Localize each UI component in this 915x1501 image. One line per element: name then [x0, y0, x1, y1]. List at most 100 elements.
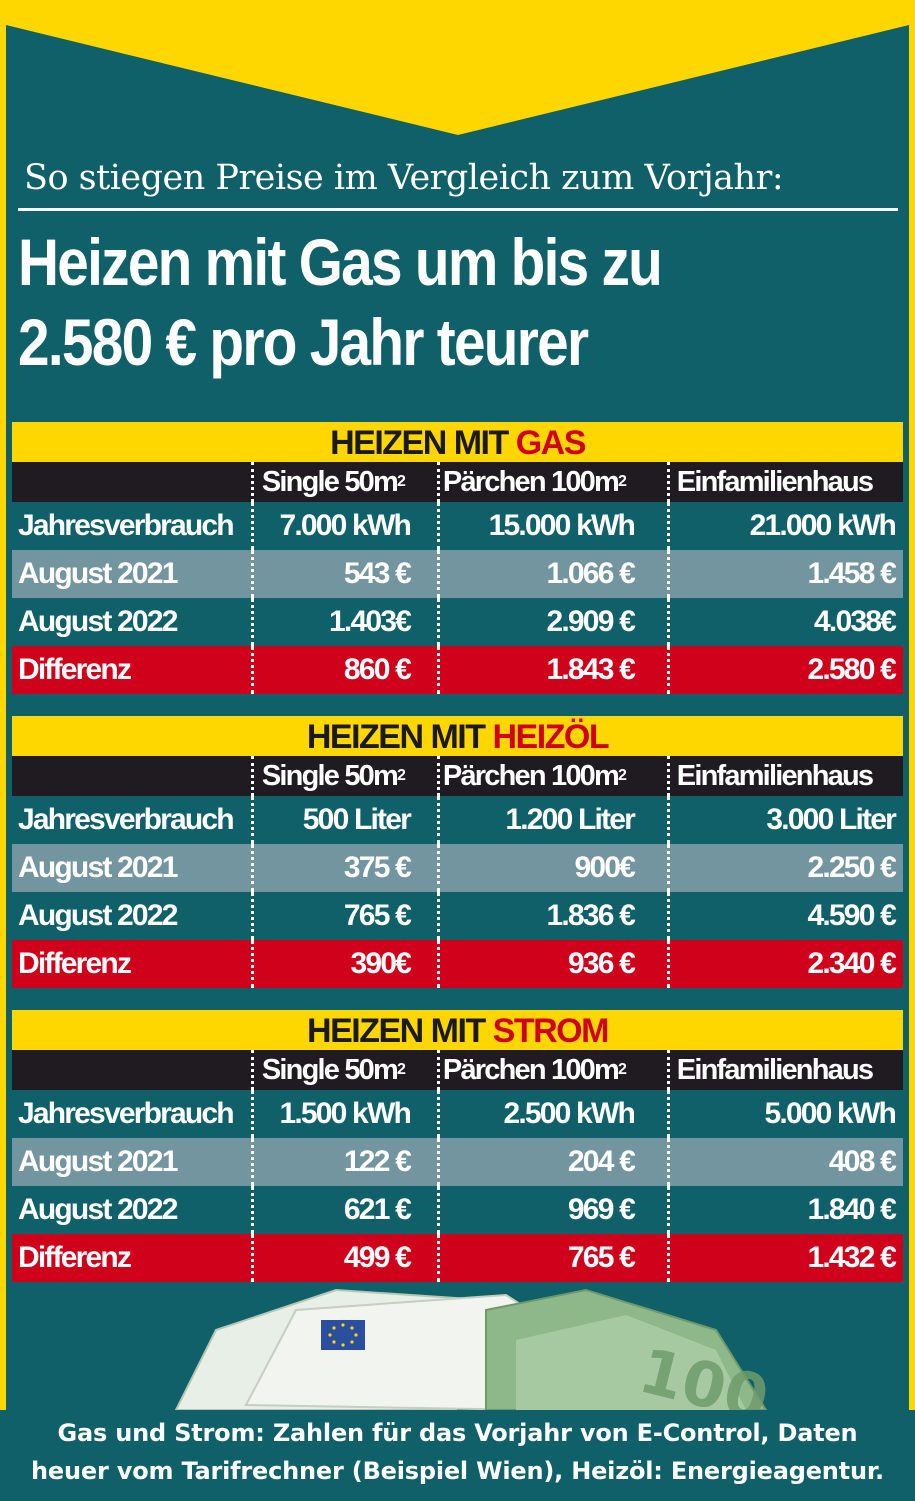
- header-einfamilienhaus: Einfamilienhaus: [676, 465, 874, 498]
- header-paerchen: Pärchen 100m 2: [442, 1053, 627, 1086]
- value-paerchen: 1.200 Liter: [505, 803, 635, 836]
- row-august-2021: August 2021 375 € 900€ 2.250 €: [12, 844, 903, 892]
- section-title-prefix: HEIZEN MIT: [330, 424, 509, 462]
- row-differenz: Differenz 390€ 936 € 2.340 €: [12, 940, 903, 988]
- row-jahresverbrauch: Jahresverbrauch 500 Liter 1.200 Liter 3.…: [12, 796, 903, 844]
- headline-line-1: Heizen mit Gas um bis zu: [18, 225, 663, 299]
- value-paerchen: 1.843 €: [546, 653, 636, 686]
- value-single: 860 €: [343, 653, 412, 686]
- value-single: 7.000 kWh: [279, 509, 411, 542]
- row-august-2022: August 2022 621 € 969 € 1.840 €: [12, 1186, 903, 1234]
- column-header-row: Single 50m 2 Pärchen 100m 2 Einfamilienhau…: [12, 1050, 903, 1090]
- value-single: 390€: [350, 947, 411, 980]
- section-title: HEIZEN MIT GAS: [12, 422, 903, 462]
- row-label: August 2022: [18, 1193, 178, 1226]
- value-einfamilienhaus: 408 €: [828, 1145, 897, 1178]
- source-note-line-2: heuer vom Tarifrechner (Beispiel Wien), …: [31, 1457, 884, 1485]
- column-divider: [667, 462, 670, 502]
- value-single: 122 €: [343, 1145, 412, 1178]
- value-single: 765 €: [343, 899, 412, 932]
- footer-bar: [0, 1410, 915, 1501]
- value-einfamilienhaus: 21.000 kWh: [749, 509, 897, 542]
- value-single: 499 €: [343, 1241, 412, 1274]
- row-differenz: Differenz 860 € 1.843 € 2.580 €: [12, 646, 903, 694]
- row-label: Jahresverbrauch: [18, 803, 235, 836]
- section-title-fuel: GAS: [515, 424, 587, 462]
- column-divider: [251, 462, 254, 502]
- row-label: Differenz: [18, 947, 132, 980]
- section-title-prefix: HEIZEN MIT: [307, 1012, 486, 1050]
- value-paerchen: 900€: [574, 851, 635, 884]
- value-paerchen: 204 €: [567, 1145, 636, 1178]
- row-label: August 2021: [18, 1145, 178, 1178]
- value-single: 500 Liter: [302, 803, 412, 836]
- row-differenz: Differenz 499 € 765 € 1.432 €: [12, 1234, 903, 1282]
- value-einfamilienhaus: 1.458 €: [807, 557, 897, 590]
- header-single: Single 50m 2: [261, 1053, 406, 1086]
- headline-line-2: 2.580 € pro Jahr teurer: [18, 305, 589, 379]
- value-einfamilienhaus: 2.340 €: [807, 947, 897, 980]
- row-label: Jahresverbrauch: [18, 1097, 235, 1130]
- source-note-line-1: Gas und Strom: Zahlen für das Vorjahr vo…: [57, 1419, 858, 1447]
- value-single: 1.403€: [329, 605, 412, 638]
- infographic-panel: So stiegen Preise im Vergleich zum Vorja…: [6, 0, 909, 1410]
- section-heizoel: HEIZEN MIT HEIZÖL Single 50m 2 Pärchen 10…: [12, 716, 903, 988]
- value-paerchen: 2.500 kWh: [503, 1097, 635, 1130]
- euro-banknotes-illustration: 100: [174, 1288, 776, 1410]
- yellow-chevron-banner: [6, 0, 909, 135]
- header-paerchen: Pärchen 100m 2: [442, 759, 627, 792]
- section-title-prefix: HEIZEN MIT: [306, 718, 486, 756]
- value-einfamilienhaus: 2.250 €: [807, 851, 897, 884]
- row-august-2022: August 2022 765 € 1.836 € 4.590 €: [12, 892, 903, 940]
- value-einfamilienhaus: 2.580 €: [807, 653, 897, 686]
- subtitle: So stiegen Preise im Vergleich zum Vorja…: [24, 158, 784, 198]
- section-title: HEIZEN MIT HEIZÖL: [12, 716, 903, 756]
- row-label: August 2022: [18, 899, 178, 932]
- row-august-2022: August 2022 1.403€ 2.909 € 4.038€: [12, 598, 903, 646]
- header-einfamilienhaus: Einfamilienhaus: [676, 759, 874, 792]
- row-label: Jahresverbrauch: [18, 509, 235, 542]
- row-label: August 2021: [18, 557, 178, 590]
- header-single: Single 50m 2: [261, 465, 406, 498]
- section-gas: HEIZEN MIT GAS Single 50m 2 Pärchen 100m 2…: [12, 422, 903, 694]
- headline: Heizen mit Gas um bis zu 2.580 € pro Jah…: [18, 222, 783, 382]
- value-paerchen: 765 €: [567, 1241, 636, 1274]
- header-empty: [12, 462, 244, 502]
- header-empty: [12, 756, 244, 796]
- row-jahresverbrauch: Jahresverbrauch 7.000 kWh 15.000 kWh 21.…: [12, 502, 903, 550]
- section-strom: HEIZEN MIT STROM Single 50m 2 Pärchen 100…: [12, 1010, 903, 1282]
- row-august-2021: August 2021 543 € 1.066 € 1.458 €: [12, 550, 903, 598]
- value-einfamilienhaus: 1.432 €: [807, 1241, 897, 1274]
- value-paerchen: 1.066 €: [546, 557, 636, 590]
- header-paerchen: Pärchen 100m 2: [442, 465, 627, 498]
- column-divider: [437, 462, 440, 502]
- header-einfamilienhaus: Einfamilienhaus: [676, 1053, 874, 1086]
- value-einfamilienhaus: 3.000 Liter: [766, 803, 896, 836]
- row-label: Differenz: [18, 653, 132, 686]
- row-august-2021: August 2021 122 € 204 € 408 €: [12, 1138, 903, 1186]
- value-single: 621 €: [343, 1193, 412, 1226]
- row-label: Differenz: [18, 1241, 132, 1274]
- section-title-fuel: STROM: [492, 1012, 610, 1050]
- value-paerchen: 936 €: [567, 947, 636, 980]
- subtitle-divider: [18, 208, 898, 211]
- value-einfamilienhaus: 5.000 kWh: [764, 1097, 896, 1130]
- column-header-row: Single 50m 2 Pärchen 100m 2 Einfamilienhau…: [12, 462, 903, 502]
- value-single: 543 €: [343, 557, 412, 590]
- section-title-fuel: HEIZÖL: [492, 718, 609, 756]
- value-einfamilienhaus: 1.840 €: [807, 1193, 897, 1226]
- section-title: HEIZEN MIT STROM: [12, 1010, 903, 1050]
- value-single: 375 €: [343, 851, 412, 884]
- column-header-row: Single 50m 2 Pärchen 100m 2 Einfamilienhau…: [12, 756, 903, 796]
- value-paerchen: 1.836 €: [546, 899, 636, 932]
- value-paerchen: 2.909 €: [546, 605, 636, 638]
- value-single: 1.500 kWh: [279, 1097, 411, 1130]
- header-single: Single 50m 2: [261, 759, 406, 792]
- row-label: August 2022: [18, 605, 178, 638]
- value-einfamilienhaus: 4.590 €: [807, 899, 897, 932]
- row-label: August 2021: [18, 851, 178, 884]
- row-jahresverbrauch: Jahresverbrauch 1.500 kWh 2.500 kWh 5.00…: [12, 1090, 903, 1138]
- value-paerchen: 15.000 kWh: [488, 509, 636, 542]
- value-paerchen: 969 €: [567, 1193, 636, 1226]
